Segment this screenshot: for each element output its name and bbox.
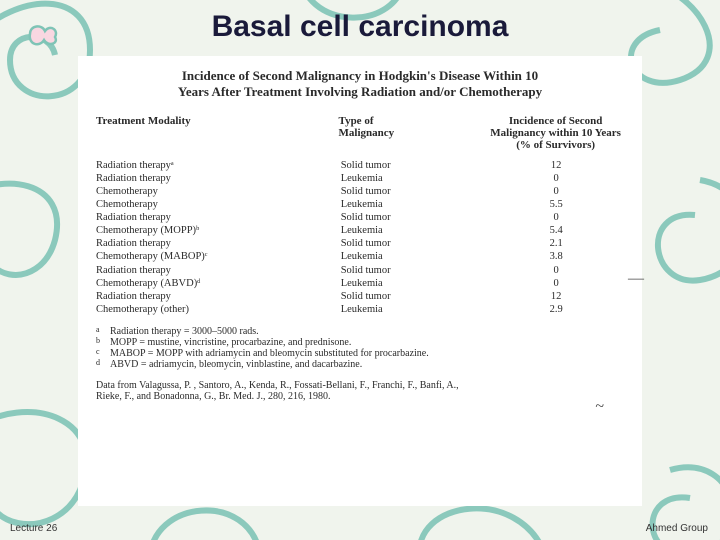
footnote-text: ABVD = adriamycin, bleomycin, vinblastin… [110,359,628,370]
table-row: Chemotherapy (other)Leukemia2.9 [92,303,628,316]
table-row: ChemotherapySolid tumor0 [92,185,628,198]
cell-value: 0 [484,277,628,290]
table-row: Radiation therapySolid tumor0 [92,264,628,277]
cell-malignancy: Solid tumor [341,290,485,303]
footnote: dABVD = adriamycin, bleomycin, vinblasti… [96,359,628,370]
cell-treatment: Chemotherapy (MABOP)ᶜ [92,250,341,263]
title-bullet-icon [26,22,60,46]
table-row: Chemotherapy (ABVD)ᵈLeukemia0 [92,277,628,290]
footnote-mark: d [96,358,110,369]
cell-treatment: Radiation therapy [92,211,341,224]
cell-malignancy: Leukemia [341,172,485,185]
stray-mark-icon: — [628,270,644,288]
cell-treatment: Radiation therapy [92,172,341,185]
cell-malignancy: Leukemia [341,198,485,211]
cell-malignancy: Solid tumor [341,264,485,277]
source-citation: Data from Valagussa, P. , Santoro, A., K… [92,380,628,402]
cell-malignancy: Solid tumor [341,211,485,224]
cell-treatment: Chemotherapy (other) [92,303,341,316]
table-row: Radiation therapySolid tumor2.1 [92,237,628,250]
footer-left: Lecture 26 [10,523,57,534]
cell-malignancy: Leukemia [341,277,485,290]
cell-malignancy: Leukemia [341,250,485,263]
footnote: cMABOP = MOPP with adriamycin and bleomy… [96,348,628,359]
table-row: Radiation therapyᵃSolid tumor12 [92,159,628,172]
cell-value: 12 [484,290,628,303]
cell-treatment: Chemotherapy (MOPP)ᵇ [92,224,341,237]
footnote-mark: a [96,325,110,336]
cell-malignancy: Leukemia [341,303,485,316]
figure-title-line1: Incidence of Second Malignancy in Hodgki… [182,68,538,83]
cell-treatment: Radiation therapy [92,290,341,303]
cell-value: 2.9 [484,303,628,316]
table-row: Chemotherapy (MOPP)ᵇLeukemia5.4 [92,224,628,237]
col-header-type: Type of Malignancy [339,115,484,151]
footnote-text: Radiation therapy = 3000–5000 rads. [110,326,628,337]
cell-value: 2.1 [484,237,628,250]
footnote-mark: c [96,347,110,358]
footnote-mark: b [96,336,110,347]
footnote: bMOPP = mustine, vincristine, procarbazi… [96,337,628,348]
cell-malignancy: Solid tumor [341,185,485,198]
footnote: aRadiation therapy = 3000–5000 rads. [96,326,628,337]
table-row: Radiation therapyLeukemia0 [92,172,628,185]
table-row: Radiation therapySolid tumor0 [92,211,628,224]
footnote-text: MOPP = mustine, vincristine, procarbazin… [110,337,628,348]
cell-value: 5.5 [484,198,628,211]
footnotes: aRadiation therapy = 3000–5000 rads.bMOP… [92,326,628,370]
cell-value: 12 [484,159,628,172]
cell-treatment: Chemotherapy [92,185,341,198]
cell-treatment: Radiation therapy [92,264,341,277]
cell-malignancy: Solid tumor [341,159,485,172]
cell-value: 0 [484,211,628,224]
cell-value: 0 [484,264,628,277]
col-header-treatment: Treatment Modality [92,115,339,151]
cell-value: 0 [484,172,628,185]
table-row: Radiation therapySolid tumor12 [92,290,628,303]
cell-value: 3.8 [484,250,628,263]
col-header-incidence: Incidence of Second Malignancy within 10… [483,115,628,151]
table-row: ChemotherapyLeukemia5.5 [92,198,628,211]
data-rows: Radiation therapyᵃSolid tumor12Radiation… [92,159,628,317]
table-row: Chemotherapy (MABOP)ᶜLeukemia3.8 [92,250,628,263]
cell-treatment: Chemotherapy (ABVD)ᵈ [92,277,341,290]
cell-treatment: Chemotherapy [92,198,341,211]
stray-mark-icon: ~ [595,398,604,416]
cell-treatment: Radiation therapyᵃ [92,159,341,172]
document-figure: Incidence of Second Malignancy in Hodgki… [78,56,642,506]
figure-title-line2: Years After Treatment Involving Radiatio… [178,84,542,99]
cell-malignancy: Leukemia [341,224,485,237]
cell-malignancy: Solid tumor [341,237,485,250]
column-headers: Treatment Modality Type of Malignancy In… [92,115,628,151]
footnote-text: MABOP = MOPP with adriamycin and bleomyc… [110,348,628,359]
cell-value: 0 [484,185,628,198]
slide-title: Basal cell carcinoma [0,10,720,44]
footer-right: Ahmed Group [646,523,708,534]
cell-value: 5.4 [484,224,628,237]
figure-title: Incidence of Second Malignancy in Hodgki… [114,68,606,101]
cell-treatment: Radiation therapy [92,237,341,250]
